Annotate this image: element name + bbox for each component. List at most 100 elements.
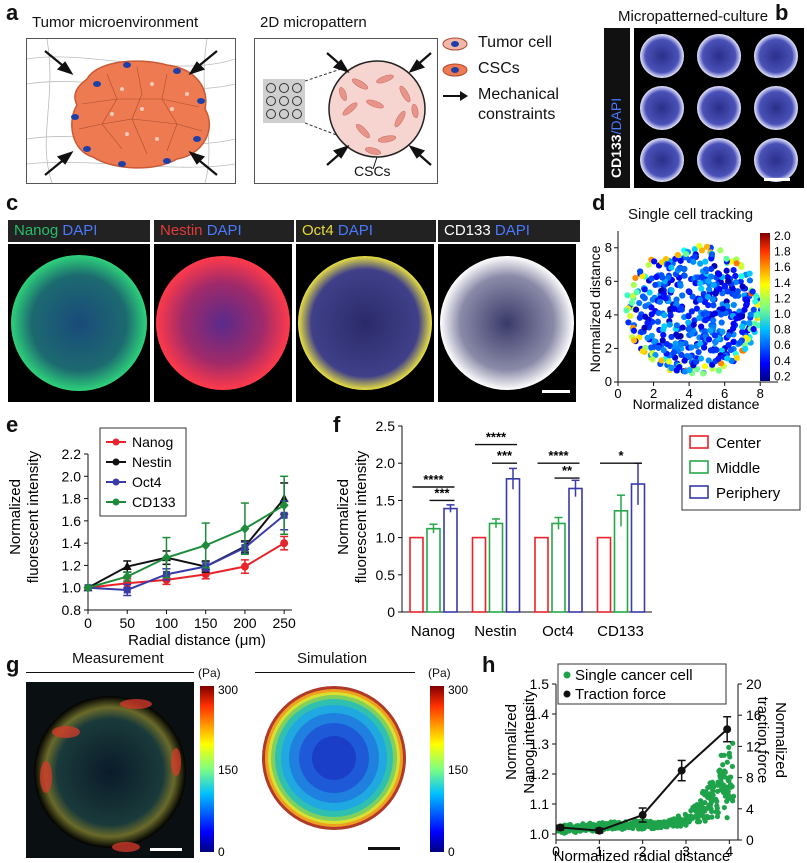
chart-d-point — [677, 264, 684, 271]
chart-h-cell-point — [655, 825, 661, 831]
chart-h: Normalized Nanog intensity Normalized tr… — [503, 663, 789, 863]
chart-d-point — [705, 336, 713, 343]
chart-h-cell-point — [667, 822, 673, 828]
chart-d-point — [732, 272, 739, 280]
panel-a-right-title: 2D micropattern — [260, 14, 367, 31]
chart-d-point — [661, 323, 668, 330]
chart-h-ytick-right-label: 12 — [746, 738, 762, 754]
chart-d-point — [741, 306, 748, 313]
chart-d-point — [723, 255, 730, 262]
micropattern-box — [254, 38, 438, 184]
chart-d-point — [755, 322, 762, 329]
chart-d-ytick-label: 8 — [605, 240, 612, 255]
chart-h-traction-point — [677, 766, 686, 775]
chart-d-point — [727, 346, 735, 354]
chart-h-ytick-left-label: 1.0 — [530, 826, 550, 842]
chart-f-legend-swatch — [689, 460, 709, 474]
chart-d-xtick-label: 2 — [650, 386, 657, 401]
panel-g-left-title: Measurement — [72, 650, 164, 667]
chart-d-point — [716, 286, 723, 293]
chart-d-ytick-label: 4 — [605, 307, 612, 322]
panel-b-micrograph — [634, 28, 804, 188]
chart-d-point — [654, 318, 662, 325]
chart-h-legend-label: Traction force — [575, 686, 666, 703]
chart-d-xtick-label: 6 — [721, 386, 728, 401]
chart-d-point — [660, 331, 667, 339]
chart-h-xtick-label: 3 — [682, 843, 690, 859]
chart-d-point — [732, 279, 739, 286]
cb-right-tick-150: 150 — [448, 763, 468, 777]
chart-d-point — [679, 324, 686, 331]
chart-d-point — [719, 305, 726, 312]
chart-h-cell-point — [726, 751, 732, 758]
chart-d-point — [691, 246, 698, 253]
chart-d-point — [700, 344, 708, 351]
panel-c-header-2: Nestin DAPI — [154, 220, 294, 242]
chart-d-point — [697, 260, 704, 267]
chart-h-ytick-left-label: 1.1 — [530, 796, 550, 812]
chart-d-point — [633, 289, 640, 296]
chart-d-point — [652, 281, 659, 289]
chart-d-point — [693, 358, 700, 365]
chart-e-ylabel-1: Normalized — [7, 479, 24, 555]
chart-f-ytick-label: 2.0 — [376, 455, 396, 471]
chart-d-point — [730, 320, 737, 327]
chart-d-point — [718, 347, 725, 354]
chart-f-bar-middle — [551, 522, 566, 613]
chart-d-xtick-label: 0 — [614, 386, 621, 401]
chart-d-point — [663, 340, 671, 348]
panel-c-image-nanog — [8, 244, 150, 402]
chart-d-point — [651, 258, 658, 265]
chart-h-cell-point — [717, 774, 723, 781]
panel-c-header-1: Nanog DAPI — [8, 220, 150, 242]
chart-d-point — [645, 261, 652, 269]
panel-c-image-oct4 — [296, 244, 434, 402]
chart-h-cell-point — [702, 818, 708, 824]
chart-d-point — [739, 328, 746, 336]
chart-d: 0 2 4 6 8 0 2 4 6 8 Normalized distance Normalize… — [588, 229, 791, 412]
chart-f-bar-center — [409, 536, 424, 613]
chart-e-ytick-label: 1.4 — [62, 535, 82, 551]
chart-d-point — [662, 255, 670, 263]
traction-measurement-map — [26, 682, 194, 858]
chart-h-cell-point — [714, 805, 720, 811]
chart-f-bar-periphery — [568, 487, 583, 613]
chart-d-point — [674, 251, 681, 259]
chart-h-ytick-right-label: 20 — [746, 676, 762, 692]
cb-left-tick-150: 150 — [218, 763, 238, 777]
chart-f-bar-center — [534, 536, 549, 613]
chart-d-point — [648, 275, 655, 282]
chart-f-ytick-label: 0.5 — [376, 567, 396, 583]
panel-c-image-nestin — [154, 244, 292, 402]
chart-f-bar-periphery — [505, 478, 521, 613]
chart-d-point — [698, 273, 706, 281]
chart-d-point — [705, 357, 712, 364]
chart-d-point — [673, 296, 680, 303]
panel-b-spots — [640, 34, 798, 182]
chart-h-traction-point — [556, 823, 565, 832]
chart-d-point — [746, 319, 753, 327]
chart-d-point — [709, 296, 717, 303]
chart-d-point — [648, 304, 655, 311]
chart-h-cell-point — [581, 822, 588, 828]
chart-d-point — [712, 290, 719, 297]
chart-d-point — [668, 264, 675, 271]
chart-h-ytick-right-label: 4 — [746, 801, 754, 817]
chart-d-point — [698, 285, 705, 292]
chart-d-colorbar-label: 1.0 — [774, 307, 791, 321]
chart-d-point — [708, 251, 716, 258]
chart-f-ytick-label: 2.5 — [376, 418, 396, 434]
chart-d-point — [750, 306, 757, 313]
chart-e-point-cd133 — [161, 552, 171, 563]
chart-h-cell-point — [599, 820, 605, 826]
panel-a-legend-icons — [442, 37, 468, 101]
chart-d-point — [690, 321, 697, 328]
chart-h-cell-point — [698, 798, 704, 804]
chart-h-ytick-right-label: 0 — [746, 832, 754, 848]
chart-d-point — [637, 268, 644, 275]
chart-d-point — [706, 286, 713, 293]
chart-d-point — [660, 347, 667, 354]
chart-e-ylabel-2: fluorescent intensity — [25, 450, 42, 583]
chart-h-cell-point — [715, 809, 721, 816]
chart-d-point — [715, 367, 723, 374]
